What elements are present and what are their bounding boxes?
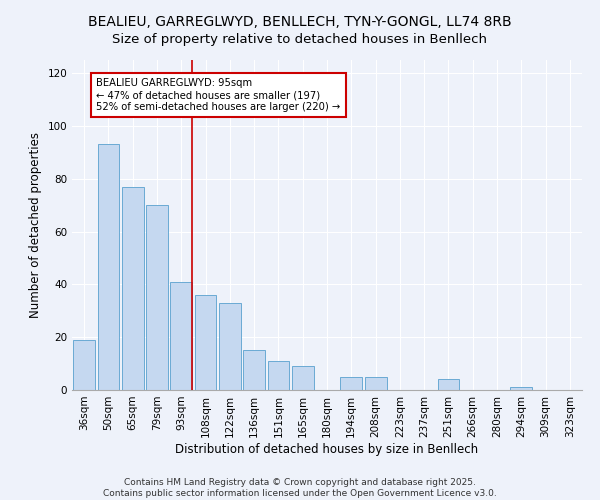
Bar bbox=[292, 366, 314, 390]
Bar bbox=[268, 361, 289, 390]
Y-axis label: Number of detached properties: Number of detached properties bbox=[29, 132, 42, 318]
Bar bbox=[122, 186, 143, 390]
Bar bbox=[146, 205, 168, 390]
Bar bbox=[194, 295, 217, 390]
Bar bbox=[243, 350, 265, 390]
Bar bbox=[365, 377, 386, 390]
Text: BEALIEU, GARREGLWYD, BENLLECH, TYN-Y-GONGL, LL74 8RB: BEALIEU, GARREGLWYD, BENLLECH, TYN-Y-GON… bbox=[88, 15, 512, 29]
Bar bbox=[437, 380, 460, 390]
Bar bbox=[170, 282, 192, 390]
Bar bbox=[511, 388, 532, 390]
Bar bbox=[340, 377, 362, 390]
Bar bbox=[73, 340, 95, 390]
Text: Size of property relative to detached houses in Benllech: Size of property relative to detached ho… bbox=[113, 32, 487, 46]
Bar bbox=[219, 303, 241, 390]
Text: Contains HM Land Registry data © Crown copyright and database right 2025.
Contai: Contains HM Land Registry data © Crown c… bbox=[103, 478, 497, 498]
Bar bbox=[97, 144, 119, 390]
Text: BEALIEU GARREGLWYD: 95sqm
← 47% of detached houses are smaller (197)
52% of semi: BEALIEU GARREGLWYD: 95sqm ← 47% of detac… bbox=[96, 78, 341, 112]
X-axis label: Distribution of detached houses by size in Benllech: Distribution of detached houses by size … bbox=[175, 442, 479, 456]
